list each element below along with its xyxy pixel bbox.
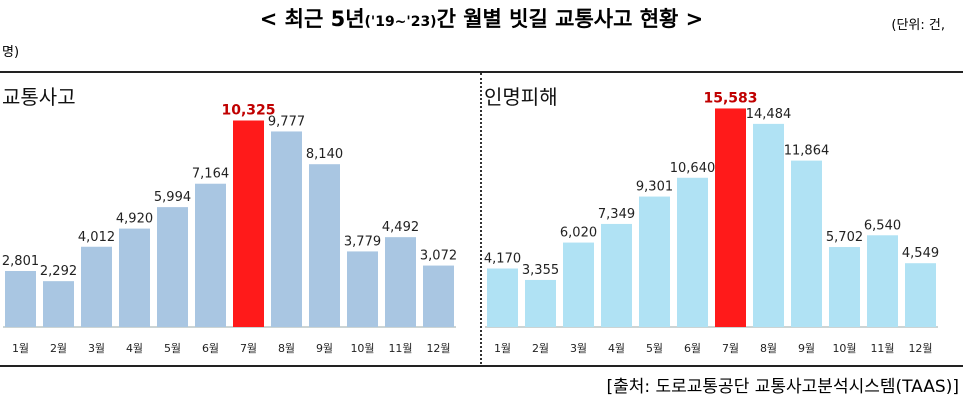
casualties-bar-11 <box>867 235 898 327</box>
top-rule <box>0 71 963 73</box>
casualties-value-label-7: 15,583 <box>703 90 757 106</box>
casualties-value-label-8: 14,484 <box>746 107 792 122</box>
casualties-tick-3: 3월 <box>570 342 587 355</box>
title-rest: 간 월별 빗길 교통사고 현황 > <box>436 7 704 31</box>
title-range: ('19~'23) <box>364 14 437 30</box>
casualties-chart-title: 인명피해 <box>484 85 558 109</box>
accidents-tick-10: 10월 <box>350 342 374 355</box>
casualties-bar-9 <box>791 160 822 327</box>
casualties-tick-10: 10월 <box>832 342 856 355</box>
accidents-value-label-1: 2,801 <box>2 254 39 269</box>
accidents-value-label-6: 7,164 <box>192 167 229 182</box>
casualties-value-label-3: 6,020 <box>560 226 597 241</box>
casualties-tick-4: 4월 <box>608 342 625 355</box>
title-main: < 최근 5년 <box>259 7 365 31</box>
accidents-tick-12: 12월 <box>426 342 450 355</box>
casualties-tick-11: 11월 <box>870 342 894 355</box>
casualties-tick-1: 1월 <box>494 342 511 355</box>
casualties-bar-6 <box>677 177 708 327</box>
accidents-bar-2 <box>43 281 74 327</box>
accidents-value-label-8: 9,777 <box>268 114 305 129</box>
accidents-bar-12 <box>423 265 454 327</box>
casualties-value-label-5: 9,301 <box>636 180 673 195</box>
unit-line-1: (단위: 건, <box>891 18 945 33</box>
accidents-value-label-10: 3,779 <box>344 234 381 249</box>
accidents-bar-5 <box>157 207 188 327</box>
casualties-tick-7: 7월 <box>722 342 739 355</box>
accidents-tick-4: 4월 <box>126 342 143 355</box>
accidents-bar-10 <box>347 251 378 327</box>
casualties-value-label-9: 11,864 <box>784 144 830 159</box>
unit-note: (단위: 건, 명) <box>0 8 963 68</box>
casualties-bar-4 <box>601 223 632 327</box>
casualties-tick-5: 5월 <box>646 342 663 355</box>
casualties-value-label-10: 5,702 <box>826 230 863 245</box>
casualties-chart: 인명피해 4,170 1월 3,355 2월 6,020 3월 7,349 4월 9,301 5월 1… <box>484 85 939 355</box>
casualties-tick-12: 12월 <box>908 342 932 355</box>
accidents-tick-1: 1월 <box>12 342 29 355</box>
accidents-tick-2: 2월 <box>50 342 67 355</box>
accidents-value-label-2: 2,292 <box>40 264 77 279</box>
unit-line-2: 명) <box>2 45 20 60</box>
casualties-bar-7 <box>715 108 746 327</box>
accidents-value-label-5: 5,994 <box>154 190 191 205</box>
casualties-tick-9: 9월 <box>798 342 815 355</box>
accidents-bar-9 <box>309 164 340 327</box>
accidents-tick-8: 8월 <box>278 342 295 355</box>
accidents-bar-4 <box>119 228 150 327</box>
casualties-bar-10 <box>829 247 860 327</box>
casualties-value-label-4: 7,349 <box>598 207 635 222</box>
accidents-bar-3 <box>81 246 112 327</box>
casualties-value-label-2: 3,355 <box>522 263 559 278</box>
page-title: < 최근 5년('19~'23)간 월별 빗길 교통사고 현황 > <box>0 3 963 33</box>
accidents-bar-6 <box>195 183 226 327</box>
accidents-bar-1 <box>5 270 36 327</box>
accidents-tick-11: 11월 <box>388 342 412 355</box>
casualties-bar-2 <box>525 279 556 327</box>
accidents-value-label-11: 4,492 <box>382 220 419 235</box>
source-note: [출처: 도로교통공단 교통사고분석시스템(TAAS)] <box>606 377 959 397</box>
accidents-value-label-12: 3,072 <box>420 249 457 264</box>
accidents-tick-7: 7월 <box>240 342 257 355</box>
accidents-value-label-7: 10,325 <box>221 103 275 119</box>
accidents-bar-7 <box>233 120 264 327</box>
casualties-value-label-1: 4,170 <box>484 252 521 267</box>
casualties-bar-12 <box>905 263 936 327</box>
casualties-value-label-6: 10,640 <box>670 161 716 176</box>
panel-divider <box>480 73 482 364</box>
accidents-chart-title: 교통사고 <box>2 85 76 109</box>
accidents-value-label-4: 4,920 <box>116 212 153 227</box>
casualties-bar-8 <box>753 123 784 327</box>
casualties-bar-5 <box>639 196 670 327</box>
casualties-tick-8: 8월 <box>760 342 777 355</box>
accidents-tick-5: 5월 <box>164 342 181 355</box>
accidents-tick-6: 6월 <box>202 342 219 355</box>
casualties-value-label-12: 4,549 <box>902 246 939 261</box>
accidents-bar-8 <box>271 131 302 327</box>
casualties-tick-2: 2월 <box>532 342 549 355</box>
accidents-chart: 교통사고 2,801 1월 2,292 2월 4,012 3월 4,920 4월 5,994 5월 7… <box>2 85 457 355</box>
casualties-tick-6: 6월 <box>684 342 701 355</box>
accidents-tick-9: 9월 <box>316 342 333 355</box>
accidents-tick-3: 3월 <box>88 342 105 355</box>
bottom-rule <box>0 365 963 367</box>
accidents-value-label-9: 8,140 <box>306 147 343 162</box>
accidents-value-label-3: 4,012 <box>78 230 115 245</box>
casualties-bar-3 <box>563 242 594 327</box>
accidents-bar-11 <box>385 237 416 327</box>
casualties-bar-1 <box>487 268 518 327</box>
casualties-value-label-11: 6,540 <box>864 218 901 233</box>
